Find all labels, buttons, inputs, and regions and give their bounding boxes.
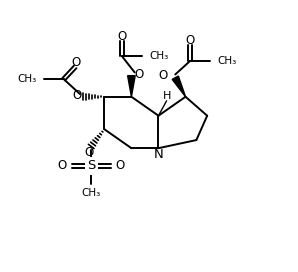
Text: O: O <box>84 146 94 159</box>
Text: S: S <box>87 159 95 172</box>
Text: O: O <box>134 67 144 81</box>
Text: CH₃: CH₃ <box>18 74 37 84</box>
Text: CH₃: CH₃ <box>82 188 101 198</box>
Text: H: H <box>163 91 171 101</box>
Text: N: N <box>154 148 164 161</box>
Polygon shape <box>128 76 135 97</box>
Text: CH₃: CH₃ <box>150 51 169 61</box>
Text: O: O <box>73 89 82 102</box>
Polygon shape <box>172 76 186 97</box>
Text: O: O <box>186 34 195 47</box>
Text: O: O <box>117 30 127 43</box>
Text: O: O <box>159 69 168 82</box>
Text: O: O <box>58 159 67 172</box>
Text: O: O <box>116 159 125 172</box>
Text: S: S <box>87 159 95 172</box>
Text: CH₃: CH₃ <box>217 56 237 66</box>
Text: O: O <box>72 55 81 69</box>
